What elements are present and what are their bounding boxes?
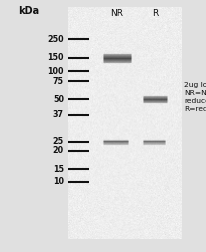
Text: 10: 10 (53, 177, 64, 186)
Text: 250: 250 (47, 35, 64, 44)
Text: 2ug loading
NR=Non-
reduced
R=reduced: 2ug loading NR=Non- reduced R=reduced (184, 82, 206, 112)
Text: R: R (152, 9, 159, 18)
Text: 100: 100 (47, 67, 64, 76)
Bar (68, 8, 181, 239)
Text: NR: NR (110, 9, 123, 18)
Text: 37: 37 (53, 110, 64, 119)
Text: 15: 15 (53, 165, 64, 174)
Text: 75: 75 (53, 77, 64, 86)
Text: 50: 50 (53, 94, 64, 104)
Text: 20: 20 (53, 146, 64, 155)
Text: 25: 25 (53, 137, 64, 146)
Text: kDa: kDa (18, 6, 39, 16)
Text: 150: 150 (47, 53, 64, 62)
